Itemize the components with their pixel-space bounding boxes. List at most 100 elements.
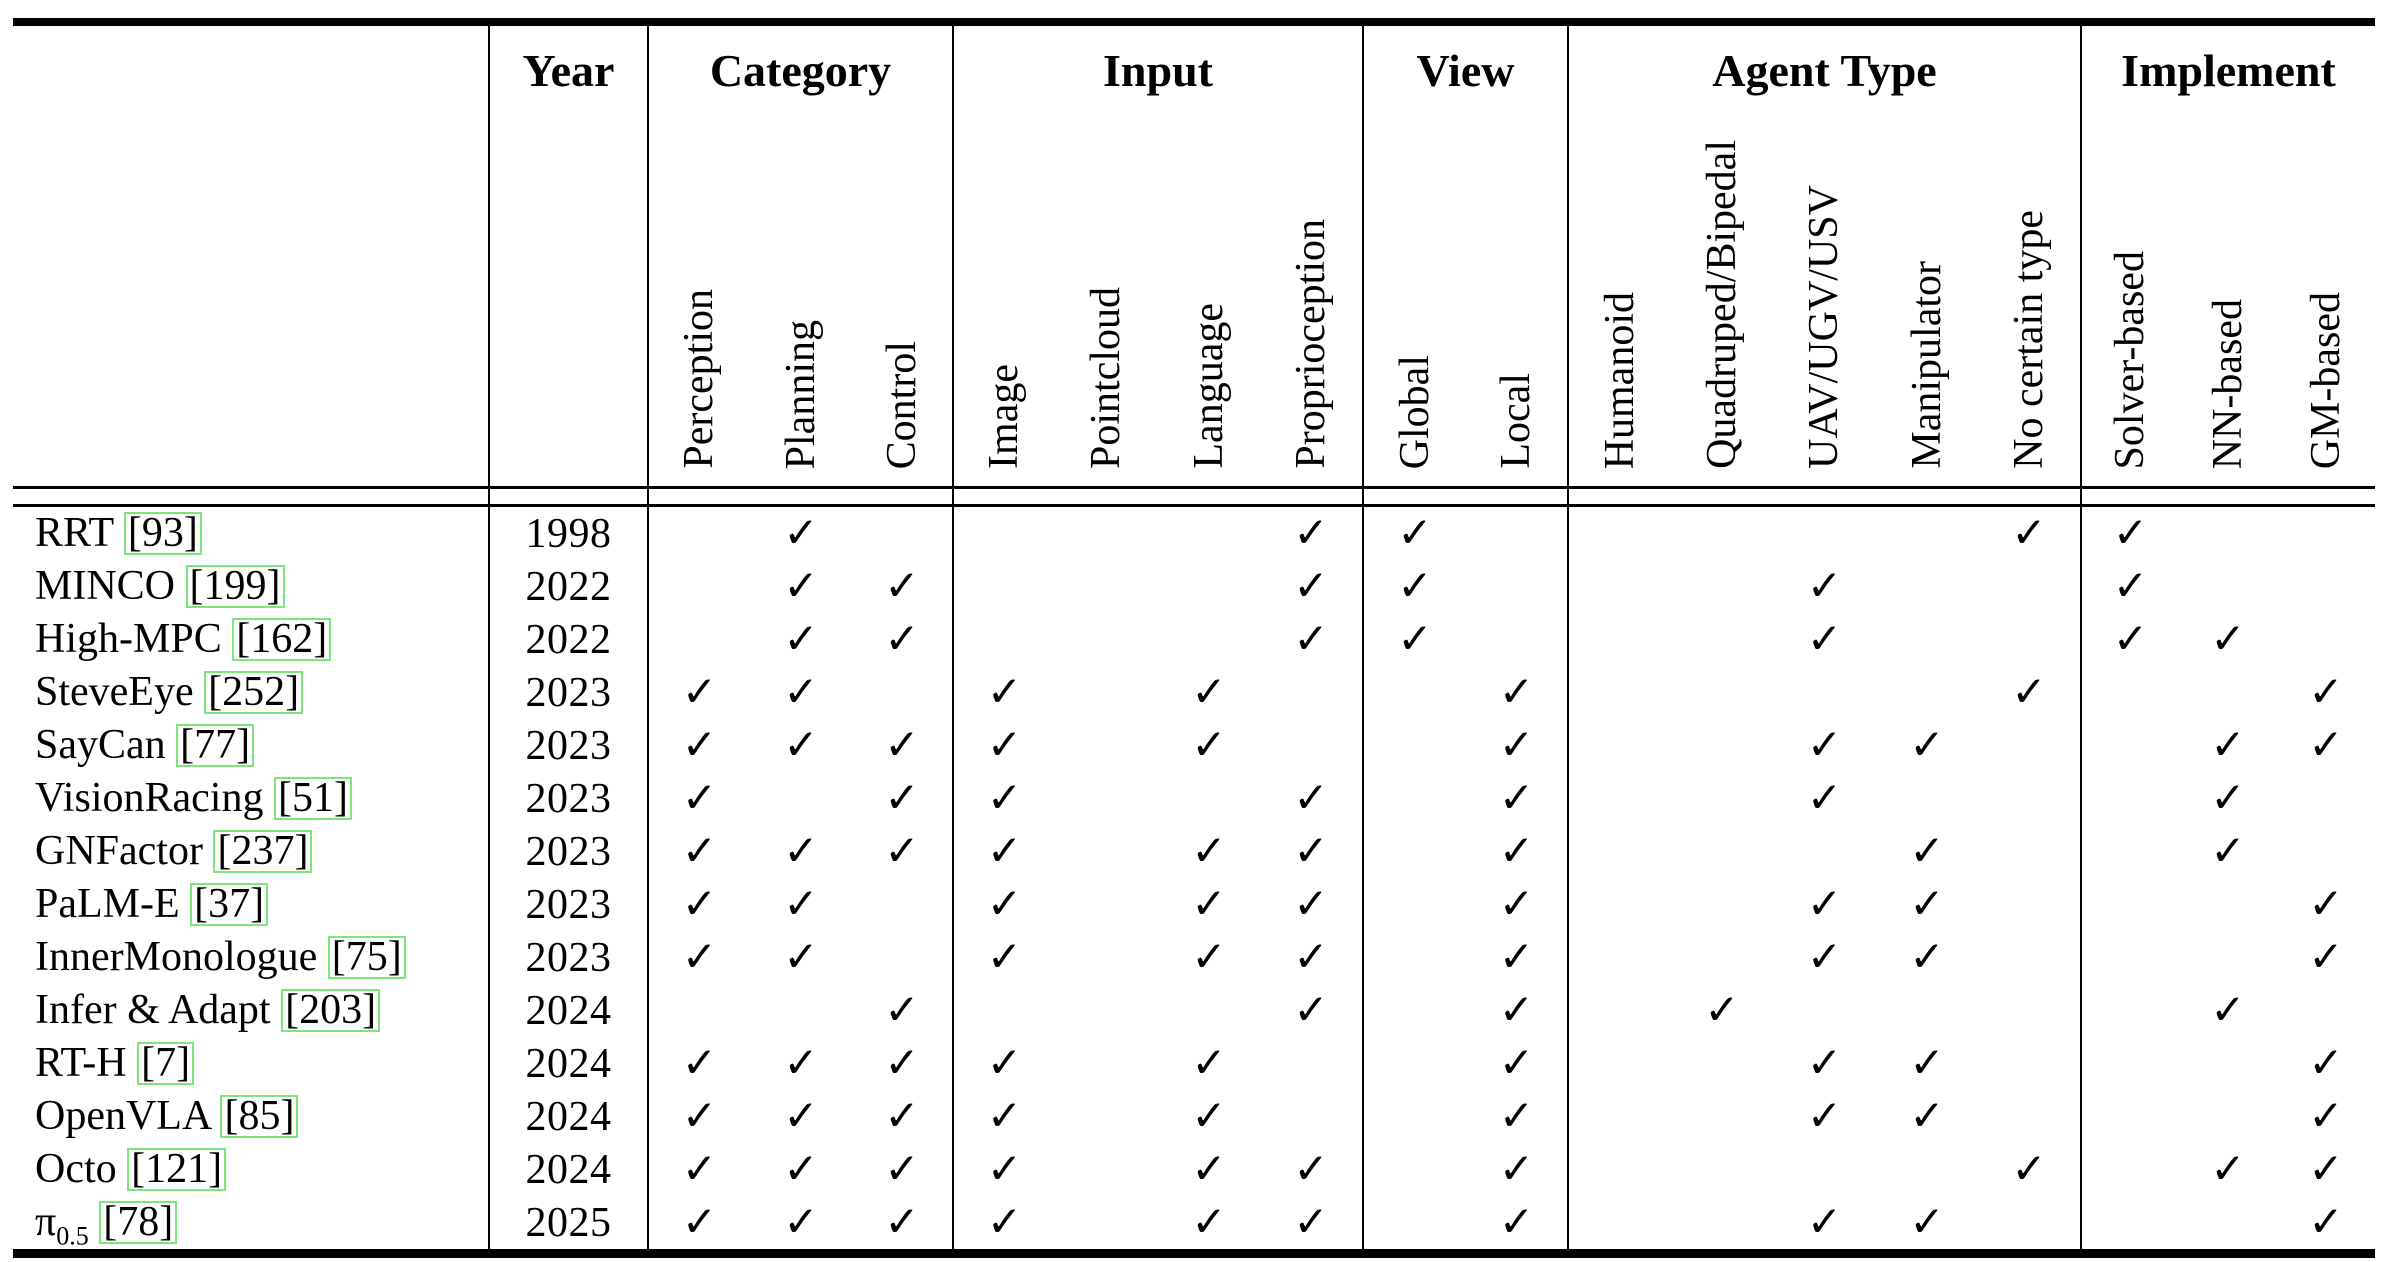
empty-cell (2179, 1196, 2277, 1254)
check-cell: ✓ (952, 1037, 1055, 1090)
citation-link[interactable]: [78] (99, 1200, 178, 1245)
check-cell: ✓ (1978, 1143, 2081, 1196)
year-cell: 2022 (488, 560, 648, 613)
checkmark-icon: ✓ (681, 881, 718, 928)
check-cell: ✓ (952, 1090, 1055, 1143)
citation-link[interactable]: [199] (185, 564, 285, 609)
checkmark-icon: ✓ (1909, 828, 1945, 875)
checkmark-icon: ✓ (884, 775, 920, 822)
citation-link[interactable]: [121] (127, 1147, 227, 1192)
checkmark-icon: ✓ (1293, 563, 1329, 610)
checkmark-icon: ✓ (2210, 1146, 2246, 1193)
empty-cell (1978, 931, 2081, 984)
table-row: MINCO [199] 2022 ✓ ✓ ✓ ✓ ✓ ✓ (13, 560, 2375, 613)
group-header-implement: Implement (2080, 22, 2375, 134)
empty-cell (1158, 560, 1260, 613)
check-cell: ✓ (852, 1090, 953, 1143)
check-cell: ✓ (1876, 825, 1978, 878)
check-cell: ✓ (952, 1196, 1055, 1254)
checkmark-icon: ✓ (2011, 510, 2047, 557)
method-name: Infer & Adapt (35, 986, 271, 1033)
citation-link[interactable]: [7] (137, 1041, 195, 1086)
check-cell: ✓ (1773, 613, 1876, 666)
empty-cell (1978, 1196, 2081, 1254)
subheader-cell: Local (1466, 134, 1568, 489)
citation-link[interactable]: [162] (232, 617, 332, 662)
empty-cell (1978, 984, 2081, 1037)
checkmark-icon: ✓ (1498, 828, 1535, 875)
checkmark-icon: ✓ (986, 881, 1023, 928)
checkmark-icon: ✓ (884, 828, 920, 875)
checkmark-icon: ✓ (884, 722, 920, 769)
rule-gap-cell (1671, 487, 1773, 507)
checkmark-icon: ✓ (783, 1146, 819, 1193)
check-cell: ✓ (852, 719, 953, 772)
subheader-cell: Control (852, 134, 953, 489)
check-cell: ✓ (647, 719, 750, 772)
checkmark-icon: ✓ (986, 669, 1023, 716)
checkmark-icon: ✓ (1191, 828, 1227, 875)
check-cell: ✓ (2179, 719, 2277, 772)
method-name-cell: SteveEye [252] (13, 666, 489, 719)
empty-cell (852, 878, 953, 931)
subheader-cell: Planning (750, 134, 852, 489)
check-cell: ✓ (750, 1143, 852, 1196)
empty-cell (852, 506, 953, 561)
checkmark-icon: ✓ (1293, 775, 1329, 822)
citation-link[interactable]: [203] (281, 988, 381, 1033)
group-header-input: Input (952, 22, 1363, 134)
method-name: InnerMonologue (35, 933, 318, 980)
checkmark-icon: ✓ (681, 1093, 718, 1140)
subheader-cell: Image (952, 134, 1055, 489)
checkmark-icon: ✓ (986, 775, 1023, 822)
check-cell: ✓ (1876, 1196, 1978, 1254)
checkmark-icon: ✓ (783, 669, 819, 716)
citation-link[interactable]: [85] (220, 1094, 299, 1139)
method-name-cell: π0.5 [78] (13, 1196, 489, 1254)
checkmark-icon: ✓ (681, 669, 718, 716)
check-cell: ✓ (2080, 613, 2179, 666)
citation-link[interactable]: [252] (204, 670, 304, 715)
check-cell: ✓ (1978, 506, 2081, 561)
rule-gap-cell (13, 487, 489, 507)
column-label-local: Local (1493, 373, 1540, 469)
check-cell: ✓ (1978, 666, 2081, 719)
checkmark-icon: ✓ (2308, 934, 2344, 981)
checkmark-icon: ✓ (1498, 1093, 1535, 1140)
citation-link[interactable]: [237] (213, 829, 313, 874)
empty-cell (1671, 772, 1773, 825)
citation-link[interactable]: [37] (190, 882, 269, 927)
checkmark-icon: ✓ (1191, 1146, 1227, 1193)
checkmark-icon: ✓ (884, 1199, 920, 1246)
empty-cell (2179, 931, 2277, 984)
method-name-cell: OpenVLA [85] (13, 1090, 489, 1143)
check-cell: ✓ (1362, 505, 1466, 560)
subheader-blank-name (13, 134, 489, 489)
empty-cell (1671, 719, 1773, 772)
citation-link[interactable]: [51] (273, 776, 352, 821)
empty-cell (1876, 560, 1978, 613)
citation-link[interactable]: [75] (327, 935, 406, 980)
empty-cell (1362, 666, 1466, 719)
checkmark-icon: ✓ (986, 1040, 1023, 1087)
check-cell: ✓ (1876, 878, 1978, 931)
check-cell: ✓ (1773, 1196, 1876, 1254)
citation-link[interactable]: [77] (176, 723, 255, 768)
checkmark-icon: ✓ (1498, 775, 1535, 822)
checkmark-icon: ✓ (1498, 669, 1535, 716)
checkmark-icon: ✓ (2308, 881, 2344, 928)
method-name: Octo (35, 1145, 117, 1192)
empty-cell (2080, 1143, 2179, 1196)
empty-cell (1567, 666, 1671, 719)
empty-cell (2277, 825, 2375, 878)
empty-cell (1978, 825, 2081, 878)
check-cell: ✓ (750, 560, 852, 613)
check-cell: ✓ (1876, 931, 1978, 984)
empty-cell (1362, 1037, 1466, 1090)
checkmark-icon: ✓ (681, 1040, 718, 1087)
empty-cell (2080, 1037, 2179, 1090)
check-cell: ✓ (1158, 1143, 1260, 1196)
year-cell: 1998 (488, 505, 648, 560)
citation-link[interactable]: [93] (123, 511, 202, 556)
